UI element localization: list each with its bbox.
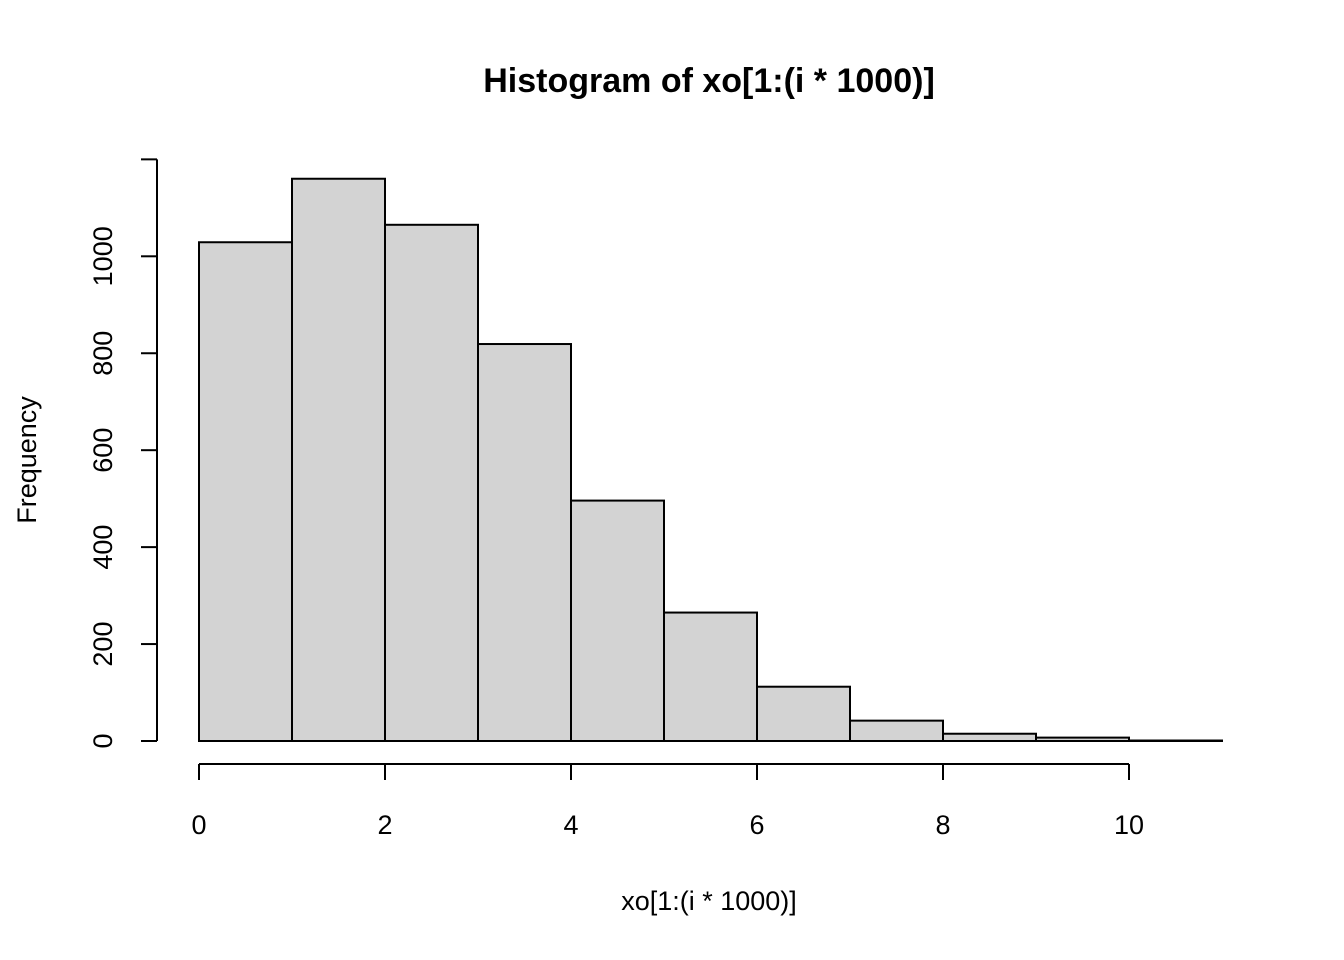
y-tick-label: 200 [88, 622, 118, 667]
histogram-bar [942, 732, 1037, 742]
x-tick-label: 10 [1114, 810, 1144, 840]
y-tick-label: 800 [88, 331, 118, 376]
y-axis: 0 200 400 600 800 1000 [88, 158, 158, 749]
x-tick-label: 8 [935, 810, 950, 840]
x-axis: 0 2 4 6 8 10 [191, 763, 1144, 840]
histogram-bar [477, 343, 572, 742]
y-axis-label: Frequency [12, 396, 42, 524]
y-tick-label: 600 [88, 428, 118, 473]
x-axis-label: xo[1:(i * 1000)] [621, 886, 797, 916]
y-tick-label: 400 [88, 525, 118, 570]
chart-title: Histogram of xo[1:(i * 1000)] [483, 62, 935, 100]
histogram-bar [756, 685, 851, 743]
histogram-bar [384, 223, 479, 742]
x-tick-label: 4 [563, 810, 578, 840]
y-tick-label: 0 [88, 733, 118, 748]
y-tick-label: 1000 [88, 226, 118, 286]
histogram-bar [291, 177, 386, 743]
histogram-bar [663, 611, 758, 742]
x-tick-label: 6 [749, 810, 764, 840]
x-tick-label: 2 [377, 810, 392, 840]
histogram-bar [570, 499, 665, 742]
x-tick-label: 0 [191, 810, 206, 840]
bars-group [198, 177, 1223, 743]
histogram-bar [198, 241, 293, 742]
histogram-bar [849, 719, 944, 742]
